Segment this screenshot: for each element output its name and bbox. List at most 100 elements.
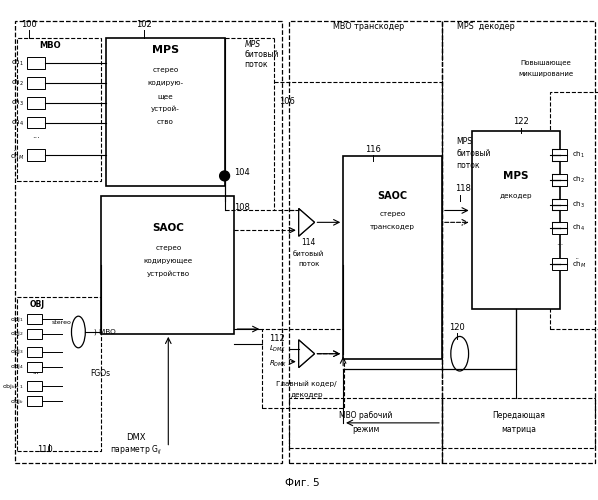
Text: MPS  декодер: MPS декодер xyxy=(457,22,514,31)
Text: 120: 120 xyxy=(449,322,465,332)
Bar xyxy=(27,77,45,89)
Bar xyxy=(27,149,45,161)
Bar xyxy=(442,398,595,448)
Text: ) MBO: ) MBO xyxy=(94,328,116,335)
Bar xyxy=(27,97,45,108)
Text: ch$_3$: ch$_3$ xyxy=(11,98,24,108)
Polygon shape xyxy=(298,208,315,236)
Text: ch$_1$: ch$_1$ xyxy=(572,150,585,160)
Text: obj$_4$: obj$_4$ xyxy=(10,362,24,371)
Text: SAOC: SAOC xyxy=(152,224,184,234)
Bar xyxy=(343,156,442,358)
Bar xyxy=(101,196,234,334)
Bar xyxy=(550,92,598,329)
Text: $R_{DMX}$: $R_{DMX}$ xyxy=(269,358,287,368)
Text: щее: щее xyxy=(157,93,173,99)
Text: 108: 108 xyxy=(234,203,251,212)
Text: DMX: DMX xyxy=(126,433,145,442)
Bar xyxy=(262,329,344,408)
Text: 106: 106 xyxy=(279,98,295,106)
Polygon shape xyxy=(298,340,315,367)
Text: MBO транскодер: MBO транскодер xyxy=(333,22,404,31)
Bar xyxy=(106,38,225,186)
Text: MBO: MBO xyxy=(39,41,60,50)
Text: $\ddot{\mathrm{ch}}_M$: $\ddot{\mathrm{ch}}_M$ xyxy=(10,148,24,162)
Bar xyxy=(27,116,45,128)
Text: битовый: битовый xyxy=(293,251,324,257)
Text: SAOC: SAOC xyxy=(377,190,408,200)
Text: ...: ... xyxy=(32,131,40,140)
Polygon shape xyxy=(298,340,315,367)
Bar xyxy=(442,21,595,464)
Text: ство: ство xyxy=(157,118,174,124)
Bar xyxy=(289,21,442,464)
Text: 116: 116 xyxy=(365,144,381,154)
Text: obj$_k$: obj$_k$ xyxy=(10,396,24,406)
Text: 104: 104 xyxy=(234,168,250,177)
Bar xyxy=(17,38,101,181)
Text: стерео: стерео xyxy=(155,245,181,251)
Text: Передающая: Передающая xyxy=(493,412,545,420)
Text: 118: 118 xyxy=(454,184,471,194)
Text: ch$_1$: ch$_1$ xyxy=(11,58,24,68)
Bar xyxy=(551,222,568,234)
Text: Повышающее: Повышающее xyxy=(520,60,571,66)
Text: поток: поток xyxy=(245,60,268,69)
Text: поток: поток xyxy=(298,261,319,267)
Text: ch$_4$: ch$_4$ xyxy=(11,118,24,128)
Text: режим: режим xyxy=(352,426,380,434)
Text: 102: 102 xyxy=(136,20,151,30)
Text: битовый: битовый xyxy=(245,50,279,59)
Text: MBO рабочий: MBO рабочий xyxy=(339,412,392,420)
Bar xyxy=(27,329,42,339)
Text: MPS: MPS xyxy=(152,46,179,56)
Text: 122: 122 xyxy=(513,117,529,126)
Bar xyxy=(27,58,45,69)
Text: Фиг. 5: Фиг. 5 xyxy=(285,478,320,488)
Text: obj$_1$: obj$_1$ xyxy=(10,314,24,324)
Text: 100: 100 xyxy=(21,20,37,30)
Bar xyxy=(27,314,42,324)
Bar xyxy=(17,298,101,450)
Text: obj$_{k-1}$: obj$_{k-1}$ xyxy=(2,382,24,391)
Bar xyxy=(27,347,42,356)
Text: матрица: матрица xyxy=(502,426,536,434)
Text: 110: 110 xyxy=(37,445,53,454)
Bar xyxy=(27,382,42,392)
Text: obj$_3$: obj$_3$ xyxy=(10,347,24,356)
Bar xyxy=(15,21,282,464)
Text: стерео: стерео xyxy=(379,212,405,218)
Text: микширование: микширование xyxy=(518,71,573,77)
Text: MPS: MPS xyxy=(504,171,529,181)
Text: ch$_2$: ch$_2$ xyxy=(11,78,24,88)
Text: $L_{DMX}$: $L_{DMX}$ xyxy=(269,344,286,354)
Circle shape xyxy=(219,171,230,181)
Bar xyxy=(27,362,42,372)
Bar xyxy=(289,398,442,448)
Text: ...: ... xyxy=(32,370,39,376)
Text: stereo: stereo xyxy=(51,320,72,324)
Text: кодирующее: кодирующее xyxy=(144,258,193,264)
Text: ch$_4$: ch$_4$ xyxy=(572,223,585,234)
Text: устройство: устройство xyxy=(147,270,190,277)
Text: obj$_2$: obj$_2$ xyxy=(10,330,24,338)
Text: MPS: MPS xyxy=(457,137,473,146)
Text: OBJ: OBJ xyxy=(30,300,45,309)
Text: стерео: стерео xyxy=(152,67,178,73)
Text: кодирую-: кодирую- xyxy=(147,80,184,86)
Text: устрой-: устрой- xyxy=(151,106,180,112)
Bar xyxy=(551,149,568,161)
Text: параметр G$_{ij}$: параметр G$_{ij}$ xyxy=(109,444,162,457)
Text: поток: поток xyxy=(457,160,480,170)
Text: декодер: декодер xyxy=(500,192,532,198)
Bar xyxy=(472,132,560,310)
Text: MPS: MPS xyxy=(245,40,261,49)
Text: Главный кодер/: Главный кодер/ xyxy=(276,380,337,386)
Text: 112: 112 xyxy=(269,334,285,344)
Text: битовый: битовый xyxy=(457,148,491,158)
Text: ch$_2$: ch$_2$ xyxy=(572,175,585,185)
Bar xyxy=(551,258,568,270)
Text: $\ddot{\mathrm{ch}}_M$: $\ddot{\mathrm{ch}}_M$ xyxy=(572,258,587,270)
Text: FGOs: FGOs xyxy=(90,369,111,378)
Polygon shape xyxy=(298,208,315,236)
